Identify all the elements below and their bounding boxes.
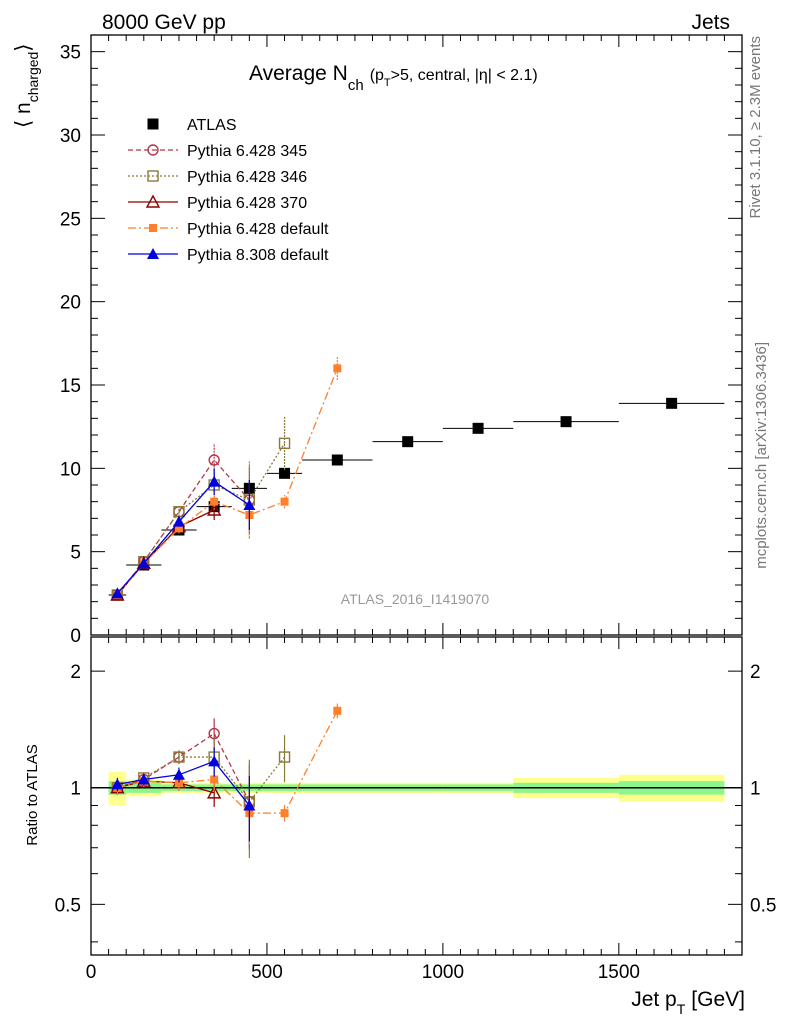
y-tick-label-main-1: 5 — [70, 543, 81, 564]
legend-marker-atlas — [147, 118, 159, 130]
legend-label-p370: Pythia 6.428 370 — [187, 195, 307, 212]
x-tick-label-3: 1500 — [598, 962, 640, 983]
p345-point-3 — [208, 454, 220, 466]
p6def-ratio-point-3 — [210, 775, 219, 784]
p8def-ratio-point-4 — [243, 799, 256, 811]
header-energy: 8000 GeV pp — [102, 11, 226, 34]
y-tick-label-main-7: 35 — [60, 43, 81, 64]
legend-label-p346: Pythia 6.428 346 — [187, 169, 307, 186]
x-tick-label-2: 1000 — [422, 962, 464, 983]
p8def-ratio-point-1 — [137, 773, 150, 785]
analysis-label: ATLAS_2016_I1419070 — [341, 591, 490, 607]
p8def-ratio-point-0 — [111, 778, 124, 790]
p8def-point-3 — [208, 475, 221, 487]
y-tick-label-main-4: 20 — [60, 293, 81, 314]
legend-marker-p6def — [149, 224, 157, 232]
plot-title-main: Average N — [249, 62, 348, 85]
p6def-point-6 — [333, 364, 342, 373]
x-tick-label-0: 0 — [86, 962, 97, 983]
ylabel-main-text: ⟨ n — [12, 102, 35, 128]
p6def-ratio-point-5 — [280, 809, 289, 818]
p6def-line — [116, 368, 338, 596]
p346-point-5 — [278, 437, 291, 450]
legend-label-p6def: Pythia 6.428 default — [187, 221, 329, 238]
series-atlas — [108, 397, 725, 601]
r-tick-label-right-1: 1 — [750, 779, 761, 800]
atlas-point-5 — [279, 467, 291, 479]
p8def-point-2 — [172, 515, 185, 527]
legend-marker-p8def — [147, 248, 159, 259]
ylabel-main-sub: charged — [25, 52, 41, 103]
p6def-ratio-line — [117, 710, 338, 814]
legend-label-p8def: Pythia 8.308 default — [187, 247, 329, 264]
p6def-point-3 — [210, 497, 219, 506]
p345-ratio-point-3 — [208, 727, 220, 740]
legend-marker-p370 — [145, 194, 161, 208]
r-tick-label-left-2: 2 — [70, 662, 81, 683]
p8def-point-1 — [137, 557, 150, 569]
ylabel-ratio: Ratio to ATLAS — [24, 744, 41, 845]
y-tick-label-main-6: 30 — [60, 126, 81, 147]
p345-ratio-line — [117, 732, 250, 803]
series-layer — [108, 356, 725, 858]
p346-line — [116, 442, 286, 596]
rivet-label: Rivet 3.1.10, ≥ 2.3M events — [747, 36, 764, 219]
legend-label-p345: Pythia 6.428 345 — [187, 143, 307, 160]
series-p6def — [113, 356, 342, 844]
plot-title: Average Nch (pT>5, central, |η| < 2.1) — [249, 62, 538, 94]
p6def-point-5 — [280, 497, 289, 506]
atlas-point-6 — [331, 454, 343, 466]
header-jets: Jets — [691, 11, 730, 34]
xlabel-text: Jet p — [631, 988, 677, 1011]
p370-line — [116, 509, 215, 596]
p6def-point-2 — [174, 524, 183, 533]
r-tick-label-left-1: 1 — [70, 779, 81, 800]
p6def-ratio-point-6 — [333, 706, 342, 715]
plot-title-rest2: >5, central, |η| < 2.1) — [391, 67, 538, 84]
series-p370 — [110, 500, 222, 807]
mcplots-label: mcplots.cern.ch [arXiv:1306.3436] — [753, 342, 770, 569]
p8def-ratio-point-2 — [172, 768, 185, 780]
y-tick-label-main-0: 0 — [70, 626, 81, 647]
legend-marker-p345 — [147, 144, 159, 156]
axis-ticks: 0 500 1000 1500 0 5 10 15 20 25 30 35 0.5 0.5 1 1 2 2 — [55, 35, 776, 983]
atlas-point-7 — [402, 436, 414, 448]
ratio-frame — [90, 636, 743, 956]
atlas-point-8 — [472, 422, 484, 434]
ylabel-main-close: ⟩ — [12, 43, 35, 51]
x-tick-label-1: 500 — [251, 962, 283, 983]
p8def-line — [116, 480, 250, 594]
plot-title-rest: (p — [370, 67, 384, 84]
plot-title-sub: ch — [348, 77, 364, 94]
legend: ATLAS Pythia 6.428 345 Pythia 6.428 346 Pyt… — [128, 117, 329, 264]
r-tick-label-right-0: 0.5 — [750, 895, 776, 916]
atlas-point-9 — [560, 416, 572, 428]
xlabel-sub: T — [677, 1001, 686, 1017]
y-tick-label-main-3: 15 — [60, 376, 81, 397]
p346-ratio-point-2 — [173, 751, 185, 763]
p8def-ratio-point-3 — [208, 755, 221, 767]
y-tick-label-main-2: 10 — [60, 459, 81, 480]
ylabel-main: ⟨ ncharged⟩ — [12, 43, 41, 128]
p8def-point-4 — [243, 499, 256, 510]
y-tick-label-main-5: 25 — [60, 209, 81, 230]
r-tick-label-right-2: 2 — [750, 662, 761, 683]
r-tick-label-left-0: 0.5 — [55, 895, 81, 916]
p6def-ratio-point-2 — [174, 778, 183, 787]
atlas-point-10 — [666, 397, 678, 409]
legend-marker-p346 — [147, 170, 159, 182]
xlabel: Jet pT [GeV] — [631, 988, 745, 1017]
plot-title-rest-sub: T — [384, 77, 391, 89]
legend-label-atlas: ATLAS — [187, 117, 237, 134]
p370-ratio-point-3 — [206, 785, 222, 799]
p8def-point-0 — [111, 587, 124, 599]
p346-ratio-point-5 — [278, 751, 291, 763]
p370-point-3 — [206, 502, 222, 516]
xlabel-unit: [GeV] — [691, 988, 745, 1011]
series-p8def — [111, 468, 256, 842]
